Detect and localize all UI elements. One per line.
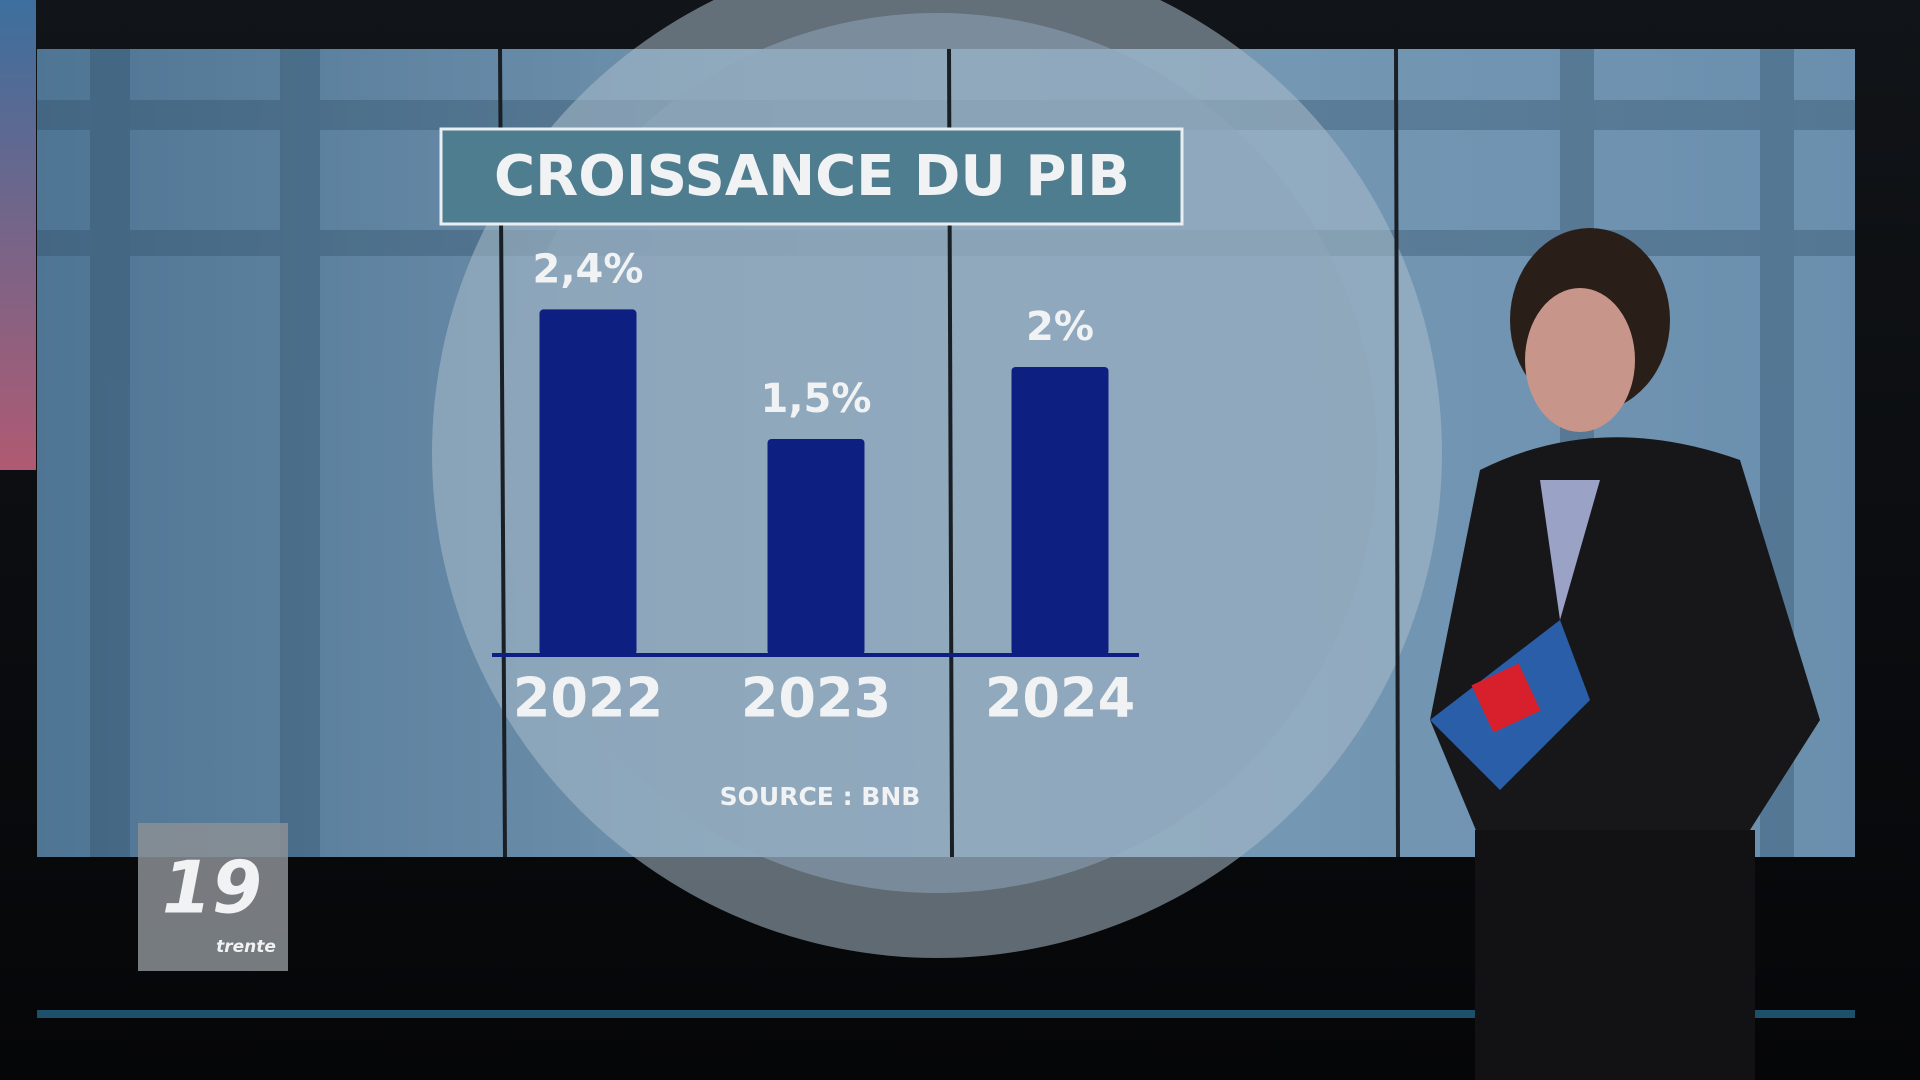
x-tick-label: 2022 xyxy=(513,667,663,730)
logo-box xyxy=(138,823,288,971)
bnb-emblem-inner xyxy=(497,13,1377,893)
chart-title: CROISSANCE DU PIB xyxy=(494,144,1130,209)
source-note: SOURCE : BNB xyxy=(720,782,921,811)
side-screen xyxy=(0,0,36,470)
bar-chart: 2,4% 2022 1,5% 2023 2% 2024 xyxy=(492,246,1139,730)
floor-light xyxy=(37,1010,1855,1018)
x-tick-label: 2023 xyxy=(741,667,891,730)
value-label: 1,5% xyxy=(761,376,872,422)
bar xyxy=(1011,367,1109,655)
logo-subtitle: trente xyxy=(216,937,276,957)
presenter xyxy=(1430,228,1820,1080)
value-label: 2,4% xyxy=(533,246,644,292)
title-box xyxy=(439,127,1184,226)
logo-number: 19 xyxy=(162,846,262,930)
value-label: 2% xyxy=(1026,304,1094,350)
bar xyxy=(767,439,865,655)
x-tick-label: 2024 xyxy=(985,667,1135,730)
bar xyxy=(539,309,637,655)
